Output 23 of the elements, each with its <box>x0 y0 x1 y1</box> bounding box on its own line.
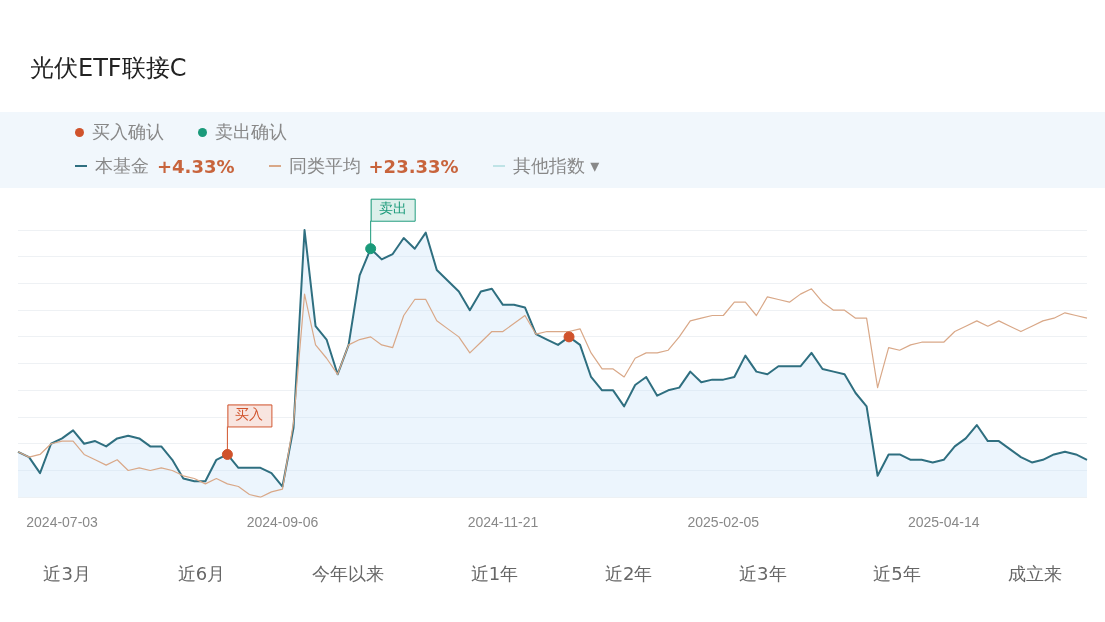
text: 卖出 <box>378 200 407 217</box>
text: 近3年 <box>739 562 787 586</box>
x-tick-label: 2024-09-06 <box>246 514 319 531</box>
text: +23.33% <box>368 155 459 177</box>
x-tick-label: 2025-04-14 <box>907 514 980 531</box>
legend-label: 买入确认 <box>92 120 164 144</box>
text: 成立来 <box>1007 562 1062 586</box>
legend-label: 本基金 <box>95 154 149 178</box>
legend-label: 同类平均 <box>288 154 361 178</box>
x-tick-label: 2024-11-21 <box>467 514 539 531</box>
chart-title: 光伏ETF联接C <box>30 53 187 84</box>
x-tick-label: 2025-02-05 <box>687 514 760 531</box>
text: 近3月 <box>43 562 91 586</box>
legend-label: 卖出确认 <box>215 120 287 144</box>
text: +4.33% <box>157 155 235 177</box>
text: 近5年 <box>873 562 921 586</box>
text: 近2年 <box>604 562 653 586</box>
x-tick-label: 2024-07-03 <box>26 514 99 531</box>
text: 近1年 <box>470 562 519 586</box>
text: 近6月 <box>177 562 226 586</box>
text: 其他指数 ▾ <box>512 154 600 178</box>
text: 今年以来 <box>311 562 384 586</box>
annotation: 买入 <box>235 406 264 423</box>
